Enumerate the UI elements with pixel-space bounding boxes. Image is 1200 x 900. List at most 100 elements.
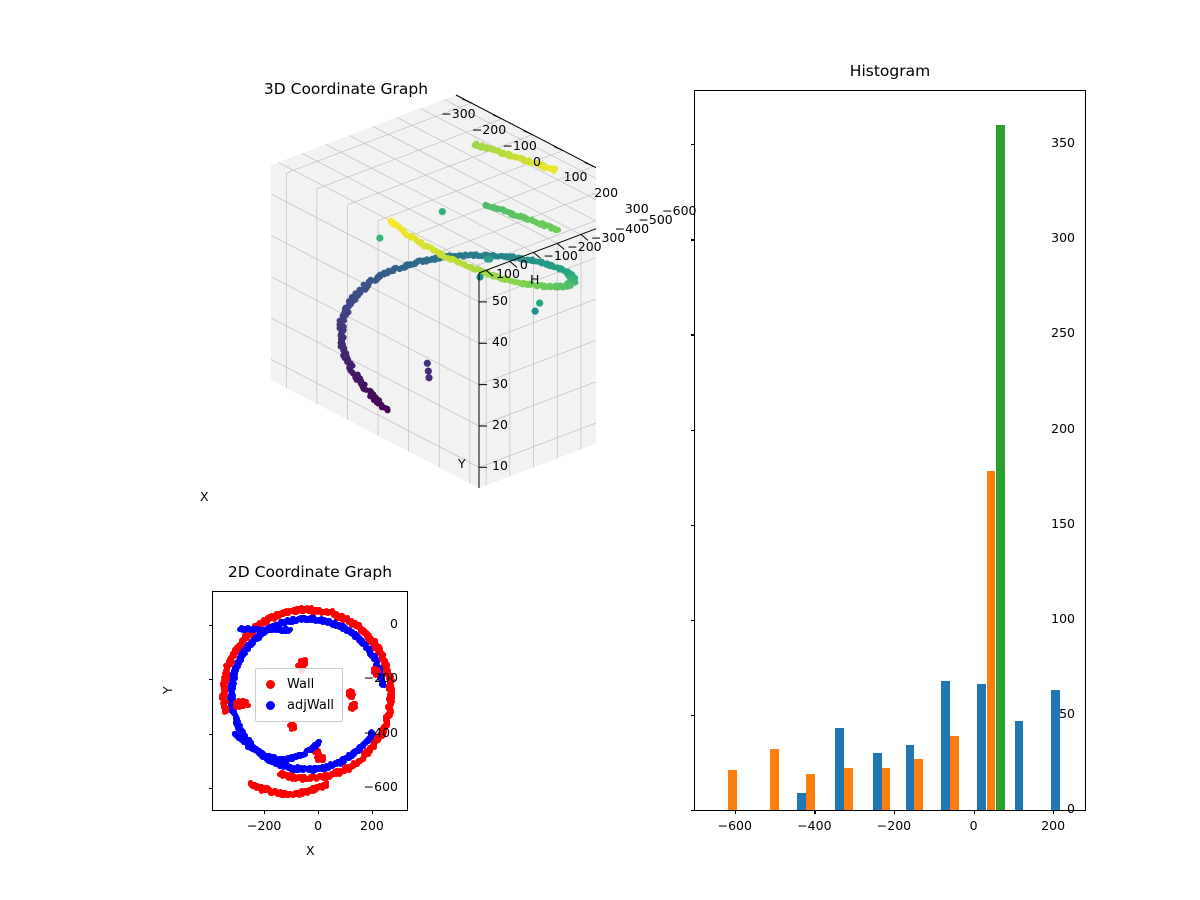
scatter3d-point — [438, 208, 446, 216]
scatter-point — [355, 634, 361, 640]
y-tick-label: 150 — [1051, 515, 1075, 531]
scatter-point — [346, 767, 352, 773]
scatter-point — [234, 700, 240, 706]
x-tick-label: 200 — [360, 818, 384, 833]
scatter-point — [311, 773, 318, 780]
scatter-point — [341, 768, 348, 774]
histogram-bar — [977, 684, 986, 810]
scatter-point — [259, 618, 265, 624]
grid-line — [325, 144, 534, 253]
scatter-point — [238, 657, 244, 663]
x-tick-mark — [371, 810, 374, 814]
scatter-point — [273, 610, 280, 616]
y-tick-label: 300 — [1051, 230, 1075, 246]
scatter3d-point — [424, 367, 432, 375]
scatter-point — [342, 615, 349, 621]
y-tick-mark — [691, 144, 695, 146]
y-tick-label-3d: −200 — [567, 239, 602, 255]
scatter-point — [346, 627, 352, 633]
legend-label-adjwall: adjWall — [287, 698, 335, 713]
histogram-bar — [770, 749, 779, 810]
scatter-point — [352, 701, 358, 707]
scatter3d-point — [486, 255, 494, 263]
scatter-point — [349, 689, 355, 695]
grid-line — [372, 126, 582, 235]
scatter-point — [310, 609, 316, 615]
scatter-point — [348, 704, 354, 710]
scatter-point — [389, 684, 395, 690]
scatter-point — [231, 680, 237, 686]
scatter-point — [333, 768, 340, 774]
scatter3d-point — [376, 234, 384, 242]
grid-line — [277, 161, 487, 271]
x-tick-label-3d: −300 — [441, 105, 476, 121]
scatter-point — [311, 788, 317, 794]
y-tick-label: 250 — [1051, 325, 1075, 341]
x-tick-mark — [814, 810, 816, 814]
scatter-point — [323, 780, 329, 786]
scatter-point — [389, 693, 395, 699]
x-tick-label-3d: −100 — [502, 137, 537, 153]
scatter-point — [291, 774, 297, 780]
scatter-point — [299, 791, 305, 797]
x-tick-mark — [973, 810, 975, 814]
scatter3d-point — [540, 284, 547, 291]
scatter-point — [385, 703, 391, 709]
x-tick-label: −200 — [876, 818, 912, 833]
x-tick-label: 0 — [969, 818, 978, 833]
scatter-point — [366, 650, 372, 656]
scatter-point — [289, 757, 295, 763]
grid-line — [478, 339, 596, 385]
y-tick-label-3d: −300 — [590, 230, 626, 246]
scatter-point — [361, 753, 368, 759]
scatter-point — [299, 618, 305, 624]
legend-item-adjwall[interactable]: adjWall — [264, 695, 334, 716]
legend-item-wall[interactable]: Wall — [264, 674, 334, 695]
y-tick-label: 0 — [1067, 801, 1075, 816]
scatter-point — [358, 639, 364, 645]
scatter-point — [287, 723, 293, 729]
y-tick-mark — [209, 733, 213, 735]
y-tick-mark — [691, 334, 695, 336]
x-tick-label-3d: −200 — [471, 121, 507, 137]
x-tick-mark — [318, 810, 320, 814]
scatter-point — [303, 617, 309, 623]
grid-line — [270, 234, 480, 344]
h-tick-label-3d: 50 — [492, 292, 508, 308]
scatter-point — [297, 657, 304, 664]
scatter-point — [381, 656, 388, 662]
scatter-point — [245, 703, 251, 709]
histogram-bar — [797, 792, 807, 810]
scatter-point — [364, 633, 370, 639]
x-tick-label: 0 — [314, 818, 323, 833]
scatter-point — [374, 667, 380, 673]
panel-3d-coordinate-graph: 3D Coordinate Graph X Y H −300 −200 −100 0 1… — [96, 80, 696, 520]
scatter-point — [390, 687, 396, 693]
x-tick-label-3d: 0 — [533, 153, 541, 169]
scatter-point — [320, 754, 326, 760]
chart-title-2d: 2D Coordinate Graph — [227, 563, 393, 581]
scatter-point — [311, 765, 317, 771]
scatter-point — [362, 641, 368, 647]
scatter-point — [291, 725, 297, 732]
scatter-point — [349, 750, 355, 756]
histogram-bar — [1050, 690, 1060, 810]
y-tick-label-3d: −400 — [614, 221, 650, 237]
y-tick-mark — [533, 251, 541, 259]
scatter-point — [386, 695, 392, 702]
x-tick-label: −600 — [717, 818, 752, 833]
scatter-point — [374, 649, 380, 655]
scatter3d-point — [536, 299, 544, 307]
scatter-point — [237, 723, 243, 729]
scatter3d-point — [555, 226, 562, 233]
plot-area-histogram — [695, 91, 1085, 810]
legend-2d[interactable]: Wall adjWall — [255, 668, 344, 722]
pane-left — [271, 165, 479, 488]
scatter-point — [343, 624, 349, 631]
scatter-point — [377, 732, 383, 738]
axis-label-x-2d: X — [306, 843, 315, 858]
scatter-point — [227, 684, 233, 690]
scatter-point — [376, 644, 382, 650]
scatter-point — [332, 772, 338, 778]
